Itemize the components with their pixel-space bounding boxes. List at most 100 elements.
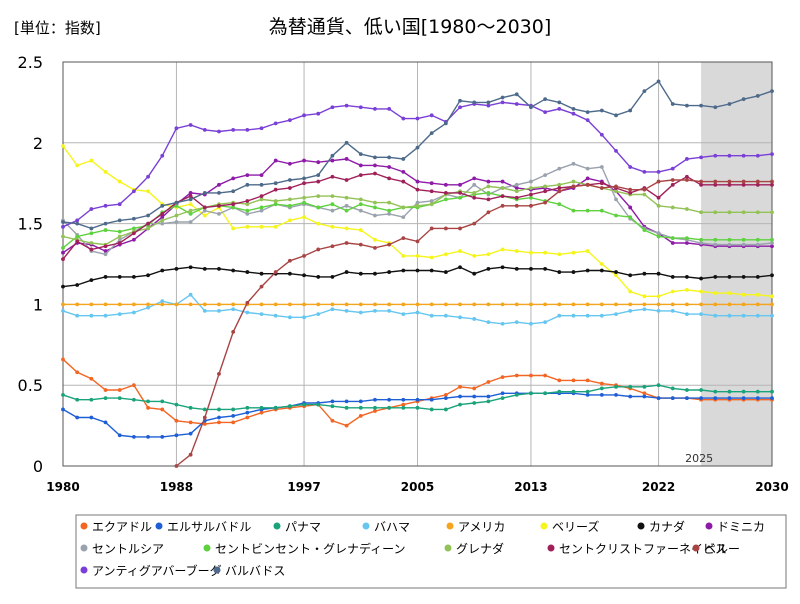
data-point [770,244,774,249]
data-point [458,226,462,231]
data-point [174,266,179,271]
data-point [287,302,292,307]
legend-marker [446,522,454,530]
data-point [344,178,349,182]
data-point [344,103,349,108]
data-point [89,231,94,236]
data-point [770,179,774,184]
data-point [458,394,462,399]
data-point [146,435,150,439]
data-point [770,302,774,307]
data-point [373,237,377,242]
data-point [472,190,477,195]
data-point [486,302,491,307]
data-point [685,312,689,316]
data-point [585,110,590,114]
data-point [330,399,335,404]
data-point [727,275,732,279]
data-point [585,392,590,397]
legend-marker [80,544,88,552]
data-point [287,197,292,202]
data-point [245,202,250,207]
x-tick-label: 2005 [401,480,434,494]
legend-label: アメリカ [458,520,505,534]
data-point [174,433,179,438]
data-point [217,212,221,216]
data-point [670,289,675,294]
data-point [685,396,689,401]
data-point [571,270,576,274]
data-point [741,210,746,215]
data-point [670,396,675,401]
data-point [146,189,150,194]
data-point [245,173,250,178]
data-point [699,237,703,242]
data-point [656,294,661,299]
data-point [316,160,321,165]
data-point [642,294,647,299]
data-point [486,190,491,195]
data-point [741,313,746,318]
data-point [401,116,406,121]
data-point [217,371,221,376]
data-point [543,391,548,396]
data-point [344,195,349,200]
data-point [330,224,335,229]
data-point [755,179,760,184]
data-point [642,192,647,197]
data-point [628,308,633,313]
data-point [670,308,675,313]
data-point [741,237,746,242]
data-point [472,271,477,276]
data-point [514,182,519,187]
x-tick-label: 2022 [642,480,675,494]
data-point [259,173,264,178]
data-point [202,302,207,307]
data-point [770,241,774,245]
data-point [557,202,562,207]
data-point [89,278,94,283]
data-point [642,228,647,232]
data-point [685,236,689,241]
data-point [302,273,306,278]
data-point [472,302,477,307]
legend-marker [547,544,555,552]
data-point [443,302,448,307]
data-point [699,179,703,184]
data-point [188,202,193,207]
data-point [713,313,718,318]
data-point [103,275,108,279]
data-point [174,200,179,205]
data-point [585,166,590,171]
data-point [245,182,250,187]
data-point [699,312,703,316]
plot-frame [62,61,773,467]
data-point [585,118,590,123]
data-point [571,302,576,307]
data-point [557,189,562,194]
data-point [458,302,462,307]
data-point [231,205,236,210]
data-point [656,231,661,236]
data-point [287,258,292,263]
data-point [174,464,179,468]
data-point [642,169,647,174]
data-point [770,273,774,278]
data-point [302,402,306,407]
data-point [387,165,392,169]
data-point [543,97,548,102]
data-point [543,110,548,114]
data-point [670,386,675,391]
data-point [486,184,491,189]
data-point [699,388,703,392]
data-point [316,173,321,178]
legend-label: ベリーズ [552,519,599,534]
data-point [316,402,321,407]
data-point [373,155,377,160]
x-tick-label: 1980 [46,480,79,494]
x-tick-label: 1988 [160,480,193,494]
data-point [103,388,108,392]
legend-marker [203,544,211,552]
data-point [358,399,363,404]
data-point [259,284,264,289]
